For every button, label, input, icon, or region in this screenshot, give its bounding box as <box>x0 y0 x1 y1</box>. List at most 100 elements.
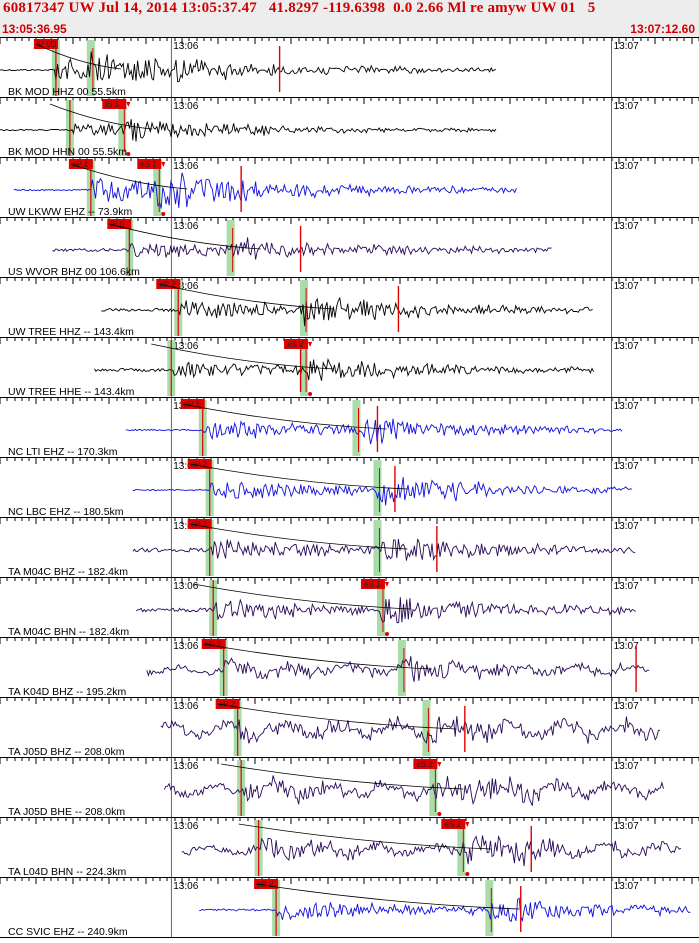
s-pick-dot <box>437 812 442 816</box>
station-label: BK MOD HHN 00 55.5km <box>8 146 127 158</box>
travel-time-curve <box>256 883 520 910</box>
s-pick-label: iS 1 <box>105 100 119 109</box>
minute-label-1306: 13:06 <box>173 101 198 112</box>
travel-time-curve <box>182 403 387 430</box>
p-pick-box <box>254 879 279 889</box>
minute-label-1307: 13:07 <box>614 581 639 592</box>
station-label: TA J05D BHE -- 208.0km <box>8 806 125 818</box>
s-pick-dot <box>308 392 313 396</box>
s-window <box>300 280 309 336</box>
minute-label-1307: 13:07 <box>614 401 639 412</box>
trace-panel[interactable]: 13:06 13:07 iP 0 US WVOR BHZ 00 106.6km <box>0 218 699 278</box>
p-pick-box <box>201 639 226 649</box>
waveform <box>160 715 660 745</box>
minute-label-1306: 13:06 <box>173 461 198 472</box>
minute-label-1307: 13:07 <box>614 41 639 52</box>
travel-time-curve <box>109 223 261 250</box>
trace-panel[interactable]: 13:06 13:07 eS 2 TA J05D BHE -- 208.0km <box>0 758 699 818</box>
trace-panel[interactable]: 13:06 13:07 iP 0D BK MOD HHZ 00 55.5km <box>0 38 699 98</box>
p-pick-box <box>33 39 58 49</box>
s-pick-triangle <box>126 102 131 107</box>
trace-panel[interactable]: 13:06 13:07 eP 2 TA M04C BHZ -- 182.4km <box>0 518 699 578</box>
s-pick-box <box>413 759 438 769</box>
p-pick-label: eP 1 <box>72 160 89 169</box>
waveform <box>0 51 497 83</box>
minute-label-1307: 13:07 <box>614 281 639 292</box>
minute-label-1306: 13:06 <box>173 41 198 52</box>
travel-time-curve <box>189 463 408 490</box>
seismogram-panel[interactable]: 13:06 13:07 iP 0D BK MOD HHZ 00 55.5km 13:06… <box>0 38 699 938</box>
minute-label-1307: 13:07 <box>614 821 639 832</box>
s-window <box>422 700 431 756</box>
minute-label-1307: 13:07 <box>614 521 639 532</box>
trace-panel[interactable]: 13:06 13:07 eS 2 UW TREE HHE -- 143.4km <box>0 338 699 398</box>
station-label: TA M04C BHZ -- 182.4km <box>8 566 128 578</box>
s-pick-box <box>284 339 309 349</box>
p-pick-label: iP 0 <box>110 220 124 229</box>
waveform <box>52 237 552 260</box>
trace-panel[interactable]: 13:06 13:07 eS 2 TA L04D BHN -- 224.3km <box>0 818 699 878</box>
p-pick-box <box>68 159 93 169</box>
minute-label-1306: 13:06 <box>173 641 198 652</box>
travel-time-curve <box>193 583 411 610</box>
s-pick-dot <box>465 872 470 876</box>
minute-label-1306: 13:06 <box>173 761 198 772</box>
minute-label-1307: 13:07 <box>614 461 639 472</box>
station-label: NC LBC EHZ -- 180.5km <box>8 506 124 518</box>
station-label: TA M04C BHN -- 182.4km <box>8 626 129 638</box>
minute-label-1306: 13:06 <box>173 881 198 892</box>
minute-label-1307: 13:07 <box>614 641 639 652</box>
waveform <box>163 775 664 806</box>
travel-time-curve <box>70 163 188 190</box>
minute-label-1307: 13:07 <box>614 341 639 352</box>
travel-time-curve <box>151 343 335 370</box>
waveform <box>132 538 636 562</box>
minute-label-1307: 13:07 <box>614 881 639 892</box>
event-header: 60817347 UW Jul 14, 2014 13:05:37.47 41.… <box>0 0 699 38</box>
minute-label-1307: 13:07 <box>614 761 639 772</box>
trace-panel[interactable]: 13:06 13:07 eP 2 TA K04D BHZ -- 195.2km <box>0 638 699 698</box>
minute-label-1306: 13:06 <box>173 341 198 352</box>
p-pick-label: eP 2 <box>205 640 222 649</box>
trace-panel[interactable]: 13:06 13:07 eP 2 TA J05D BHZ -- 208.0km <box>0 698 699 758</box>
station-label: BK MOD HHZ 00 55.5km <box>8 86 126 98</box>
trace-panel[interactable]: 13:06 13:07 eP 2 UW TREE HHZ -- 143.4km <box>0 278 699 338</box>
station-label: TA L04D BHN -- 224.3km <box>8 866 127 878</box>
p-pick-label: eP 2 <box>191 460 208 469</box>
s-pick-label: eS 1 <box>140 160 157 169</box>
trace-panel[interactable]: 13:06 13:07 eP 1 eS 1 UW LKWW EHZ -- 73.9km <box>0 158 699 218</box>
waveform <box>136 597 636 624</box>
trace-panel[interactable]: 13:06 13:07 eS 1 TA M04C BHN -- 182.4km <box>0 578 699 638</box>
s-pick-triangle <box>308 342 313 347</box>
p-pick-label: eP 2 <box>159 280 176 289</box>
waveform <box>13 172 517 209</box>
station-label: TA J05D BHZ -- 208.0km <box>8 746 125 758</box>
s-pick-dot <box>161 212 166 216</box>
trace-panel[interactable]: 13:06 13:07 iS 1 BK MOD HHN 00 55.5km <box>0 98 699 158</box>
travel-time-curve <box>35 43 121 70</box>
s-window <box>397 640 406 696</box>
minute-label-1306: 13:06 <box>173 161 198 172</box>
s-pick-box <box>137 159 162 169</box>
p-pick-box <box>180 399 205 409</box>
s-pick-box <box>441 819 466 829</box>
minute-label-1306: 13:06 <box>173 581 198 592</box>
p-pick-box <box>107 219 132 229</box>
p-pick-label: eP 2 <box>219 700 236 709</box>
s-window <box>373 460 382 516</box>
s-pick-label: eS 2 <box>416 760 433 769</box>
waveform <box>94 357 595 381</box>
travel-time-curve <box>238 823 492 850</box>
s-window <box>352 400 361 456</box>
travel-time-curve <box>189 523 408 550</box>
event-title: 60817347 UW Jul 14, 2014 13:05:37.47 41.… <box>3 0 596 16</box>
minute-label-1306: 13:06 <box>173 221 198 232</box>
trace-panel[interactable]: 13:06 13:07 eP 2 CC SVIC EHZ -- 240.9km <box>0 878 699 938</box>
minute-label-1307: 13:07 <box>614 221 639 232</box>
s-pick-triangle <box>465 822 470 827</box>
trace-panel[interactable]: 13:06 13:07 eP 2 NC LBC EHZ -- 180.5km <box>0 458 699 518</box>
station-label: UW TREE HHZ -- 143.4km <box>8 326 134 338</box>
waveform <box>132 476 633 506</box>
